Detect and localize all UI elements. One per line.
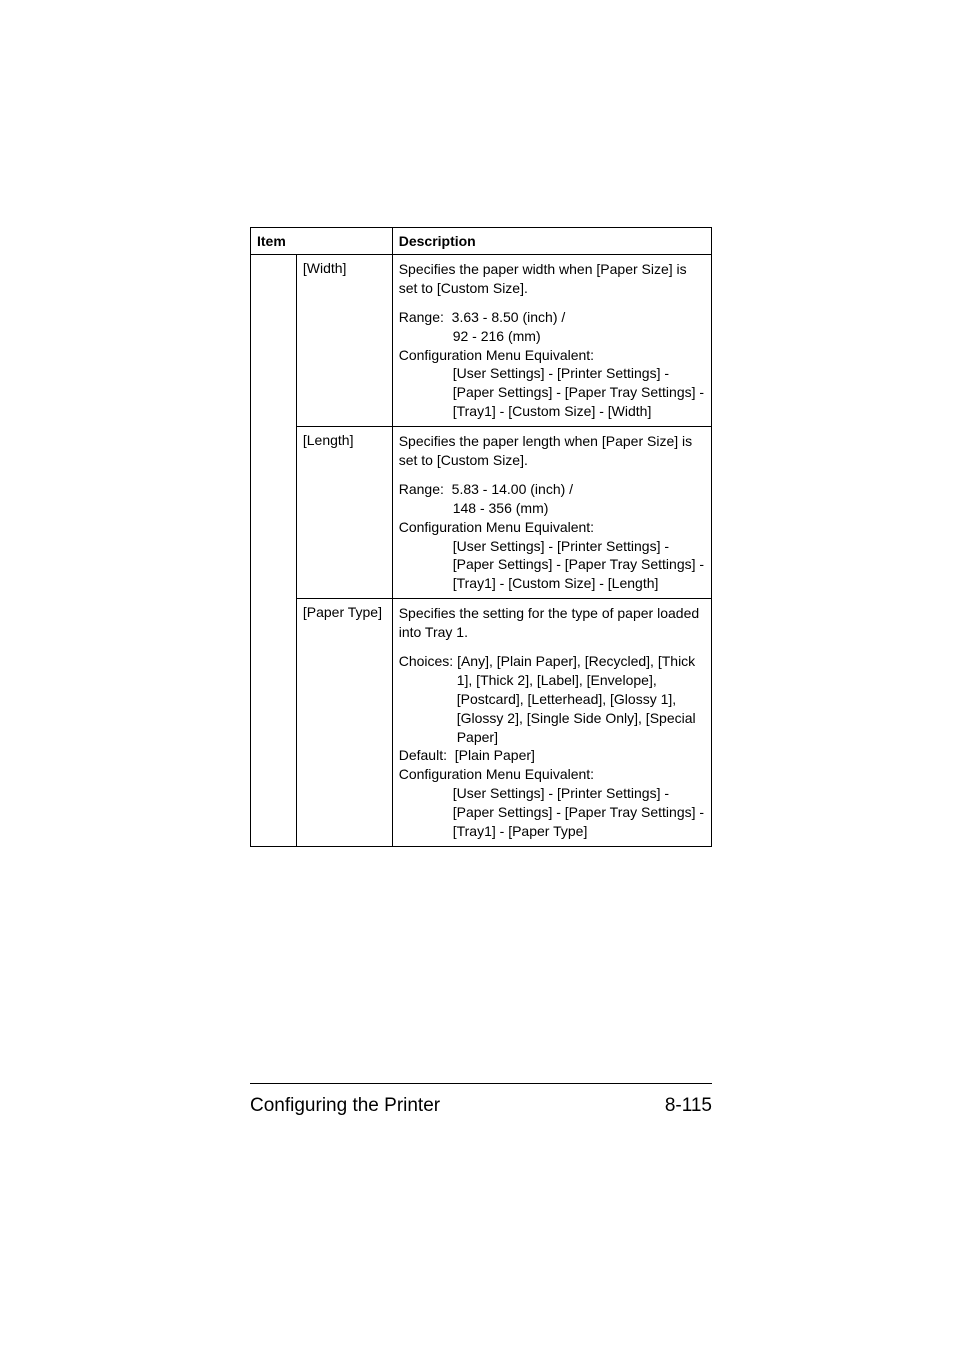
blank-cell bbox=[251, 599, 297, 847]
blank-cell bbox=[251, 427, 297, 599]
blank-cell bbox=[251, 255, 297, 427]
header-description: Description bbox=[392, 228, 711, 255]
footer-divider bbox=[250, 1083, 712, 1084]
details-text: Choices: [Any], [Plain Paper], [Recycled… bbox=[399, 652, 705, 841]
description-cell: Specifies the paper length when [Paper S… bbox=[392, 427, 711, 599]
settings-table: Item Description [Width] Specifies the p… bbox=[250, 227, 712, 847]
table-row: [Paper Type] Specifies the setting for t… bbox=[251, 599, 712, 847]
item-cell: [Paper Type] bbox=[296, 599, 392, 847]
table-header-row: Item Description bbox=[251, 228, 712, 255]
summary-text: Specifies the paper width when [Paper Si… bbox=[399, 260, 705, 298]
description-cell: Specifies the setting for the type of pa… bbox=[392, 599, 711, 847]
table-row: [Length] Specifies the paper length when… bbox=[251, 427, 712, 599]
summary-text: Specifies the setting for the type of pa… bbox=[399, 604, 705, 642]
summary-text: Specifies the paper length when [Paper S… bbox=[399, 432, 705, 470]
description-cell: Specifies the paper width when [Paper Si… bbox=[392, 255, 711, 427]
header-item: Item bbox=[251, 228, 393, 255]
page-number: 8-115 bbox=[665, 1095, 712, 1117]
details-text: Range: 5.83 - 14.00 (inch) / 148 - 356 (… bbox=[399, 480, 705, 593]
item-cell: [Length] bbox=[296, 427, 392, 599]
footer-title: Configuring the Printer bbox=[250, 1095, 440, 1117]
table-row: [Width] Specifies the paper width when [… bbox=[251, 255, 712, 427]
page: Item Description [Width] Specifies the p… bbox=[0, 0, 954, 1350]
details-text: Range: 3.63 - 8.50 (inch) / 92 - 216 (mm… bbox=[399, 308, 705, 421]
item-cell: [Width] bbox=[296, 255, 392, 427]
